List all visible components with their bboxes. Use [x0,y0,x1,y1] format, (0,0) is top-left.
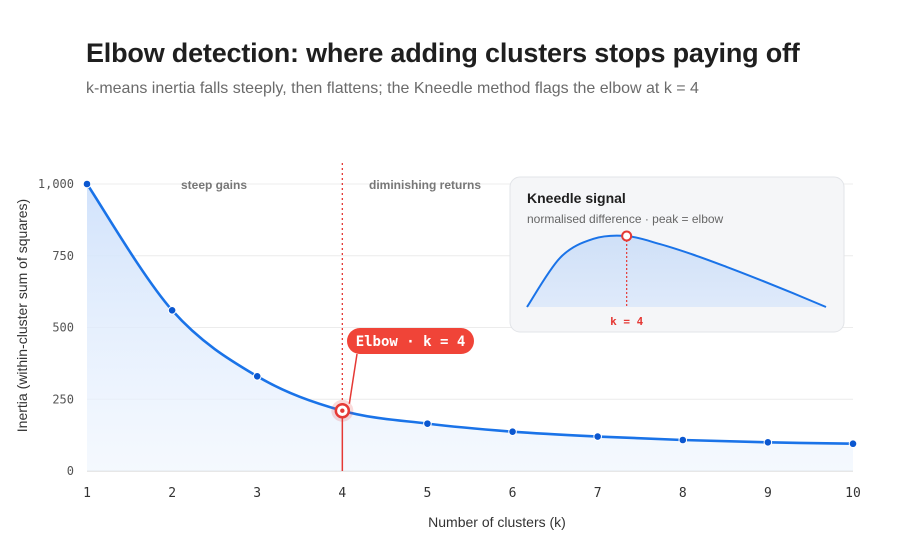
data-point [678,435,688,445]
callout-leader [348,353,358,404]
inset-area [527,235,826,307]
x-tick-label: 7 [594,486,602,501]
data-point [593,432,602,441]
x-tick-label: 4 [338,486,346,501]
region-label-steep: steep gains [181,178,247,192]
region-label-diminishing: diminishing returns [369,178,481,192]
y-tick-label: 500 [52,321,74,335]
x-tick-label: 5 [424,486,432,501]
chart-subtitle: k-means inertia falls steeply, then flat… [86,80,699,97]
x-tick-label: 8 [679,486,687,501]
x-tick-label: 2 [168,486,176,501]
data-point [82,179,92,189]
data-point [167,305,177,315]
x-tick-label: 10 [845,486,861,501]
data-point [423,419,432,428]
inset-peak-label: k = 4 [610,315,643,328]
area-fill [87,184,853,471]
data-point [763,438,773,447]
area-layer [87,184,853,471]
x-tick-label: 9 [764,486,772,501]
elbow-callout-badge [347,328,474,354]
x-tick-label: 1 [83,486,91,501]
inset-title: Kneedle signal [527,190,626,206]
x-tick-label: 3 [253,486,261,501]
series-line-inertia [85,182,855,446]
y-tick-label: 250 [52,392,74,406]
data-point [508,427,517,436]
inset-signal-line [526,234,827,308]
elbow-point-center [340,408,345,413]
inset-subtitle: normalised difference · peak = elbow [527,212,724,226]
y-axis-label: Inertia (within-cluster sum of squares) [14,199,30,432]
text-layer: 0 250 500 750 1,000 1 2 3 4 5 6 7 8 9 10 Number of clus… [14,177,861,530]
data-point [848,439,858,449]
chart-title: Elbow detection: where adding clusters s… [86,38,800,68]
y-tick-label: 750 [52,249,74,263]
x-tick-label: 6 [509,486,517,501]
x-axis-label: Number of clusters (k) [428,514,566,530]
elbow-callout-label: Elbow · k = 4 [356,334,466,350]
kneedle-inset: Kneedle signal normalised difference · pe… [509,176,845,333]
series-line-layer [85,182,855,446]
y-tick-label: 1,000 [38,177,74,191]
data-points-layer [82,179,858,449]
inset-peak-point [621,230,633,242]
y-tick-label: 0 [67,464,74,478]
data-point [252,371,262,381]
